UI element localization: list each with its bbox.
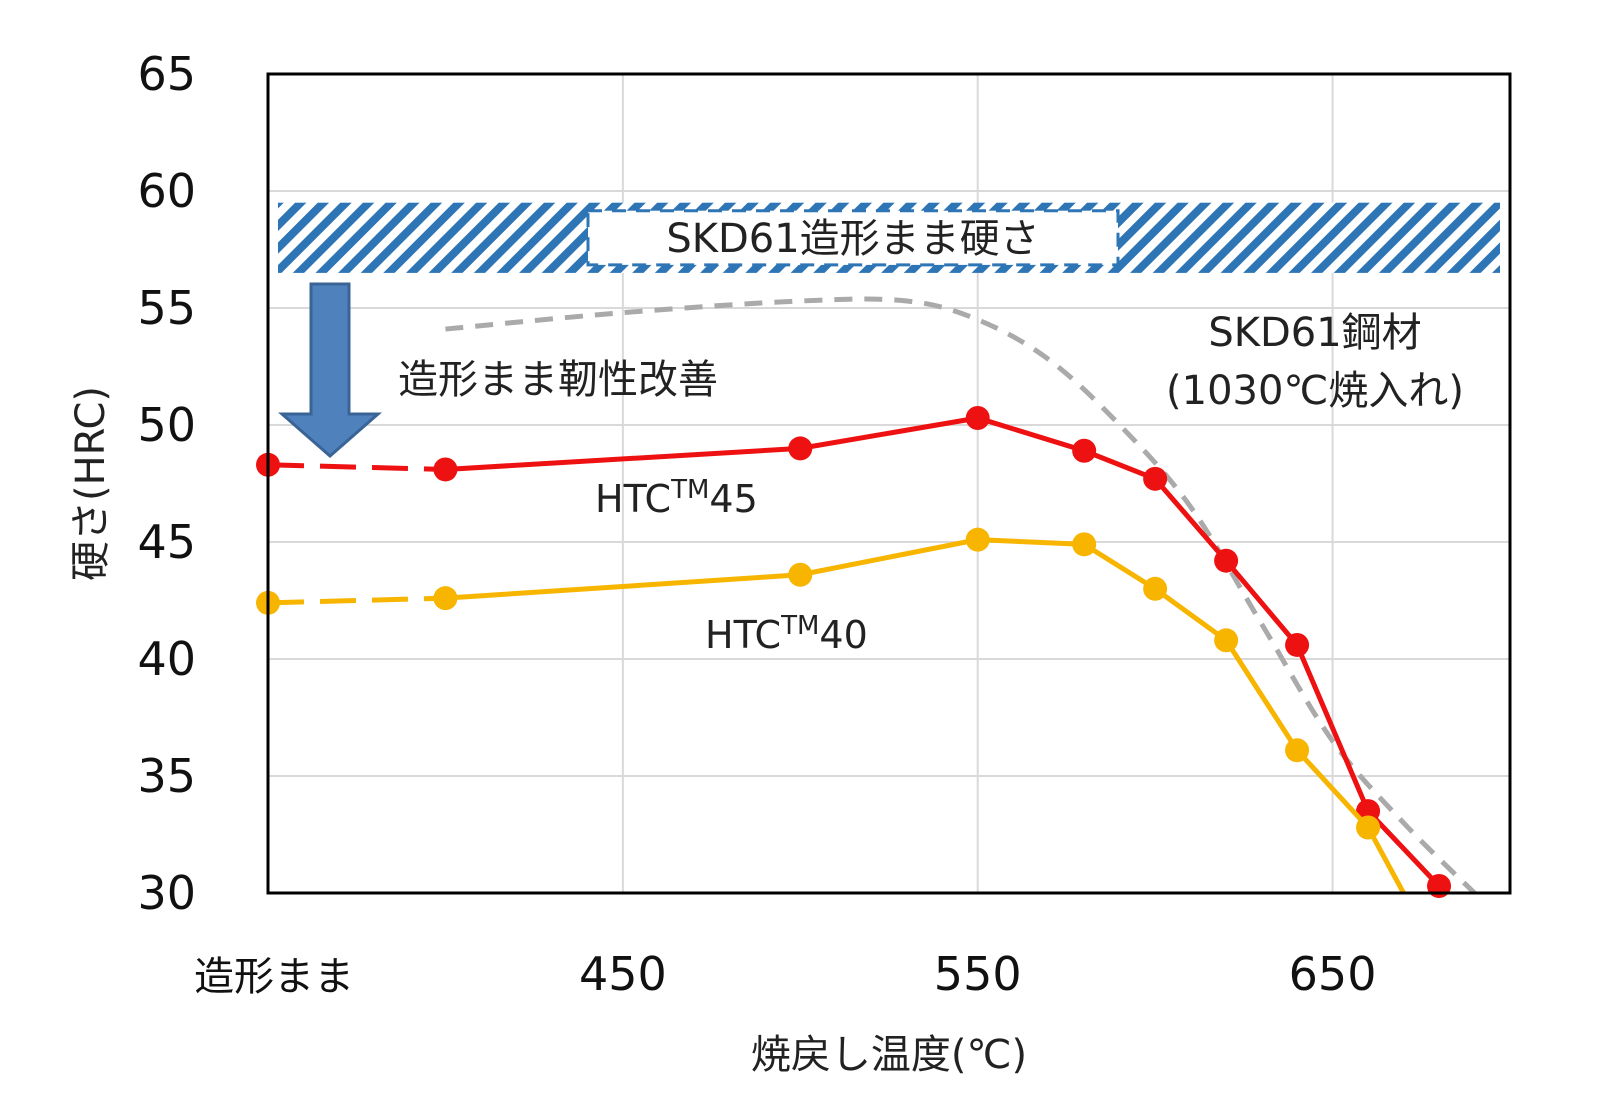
y-tick-label: 65 <box>137 47 196 101</box>
y-tick-label: 35 <box>137 749 196 803</box>
arrow-label: 造形まま靭性改善 <box>398 357 718 403</box>
data-point <box>1285 632 1310 657</box>
series-label-sup: TM <box>780 611 819 641</box>
plot-frame <box>266 72 1512 895</box>
y-tick-label: 60 <box>137 164 196 218</box>
y-tick-label: 55 <box>137 281 196 335</box>
y-tick-label: 45 <box>137 515 196 569</box>
data-point <box>1214 628 1239 653</box>
data-point <box>1143 576 1168 601</box>
data-point <box>965 527 990 552</box>
grid <box>268 73 1510 894</box>
reference-label-line2: (1030℃焼入れ) <box>1166 368 1464 414</box>
hardness-band: SKD61造形まま硬さ <box>278 202 1500 273</box>
down-arrow-icon <box>278 282 382 458</box>
series-label-name: HTC <box>705 613 781 657</box>
band-label-box <box>586 209 1120 267</box>
series-group <box>256 405 1452 901</box>
x-tick-label: 650 <box>1289 947 1377 1001</box>
series-label-sup: TM <box>670 475 709 505</box>
series-label-suffix: 45 <box>709 477 757 521</box>
data-point <box>433 586 458 611</box>
data-point <box>788 436 813 461</box>
x-axis-title: 焼戻し温度(℃) <box>751 1032 1027 1078</box>
data-point <box>1143 466 1168 491</box>
y-axis-title: 硬さ(HRC) <box>68 386 114 581</box>
y-tick-label: 50 <box>137 398 196 452</box>
reference-label-line1: SKD61鋼材 <box>1208 310 1421 356</box>
data-point <box>1356 815 1381 840</box>
y-tick-label: 30 <box>137 866 196 920</box>
series-line <box>445 537 1406 895</box>
x-tick-label: 550 <box>934 947 1022 1001</box>
series-label-name: HTC <box>595 477 671 521</box>
data-point <box>1072 438 1097 463</box>
data-point <box>788 562 813 587</box>
band-label: SKD61造形まま硬さ <box>666 216 1039 262</box>
data-point <box>1285 738 1310 763</box>
series-label: HTCTM40 <box>705 611 868 657</box>
series-dashed-segment <box>267 462 446 472</box>
series-label-suffix: 40 <box>819 613 867 657</box>
y-tick-label: 40 <box>137 632 196 686</box>
data-point <box>1072 532 1097 557</box>
axis-labels: 30 35 40 45 50 55 60 65 造形まま 450 550 650 焼戻し温度(℃) 硬さ(… <box>68 47 1376 1078</box>
data-point <box>965 405 990 430</box>
series-label: HTCTM45 <box>595 475 758 521</box>
reference-curve <box>445 296 1477 895</box>
reference-curve-line <box>445 296 1477 895</box>
data-point <box>433 457 458 482</box>
x-tick-label: 450 <box>579 947 667 1001</box>
data-point <box>1214 548 1239 573</box>
x-tick-label: 造形まま <box>194 954 354 1000</box>
series-dashed-segment <box>267 595 446 606</box>
